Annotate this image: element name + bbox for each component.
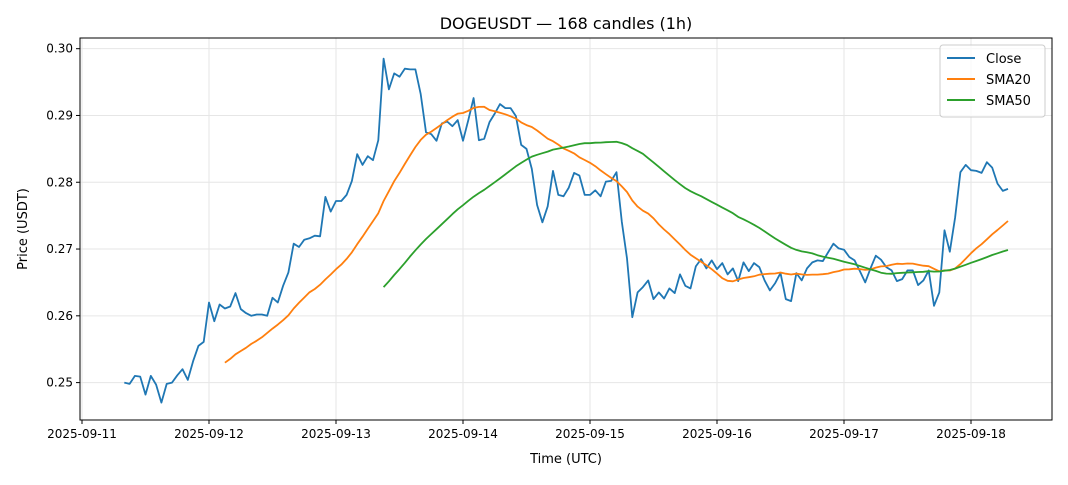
sma20-line [224,105,1009,364]
sma50-line [382,140,1009,288]
x-tick-label: 2025-09-18 [936,427,1006,441]
plot-frame [79,37,1053,421]
legend-label-sma20: SMA20 [986,73,1031,88]
y-tick-label: 0.25 [46,376,73,390]
x-tick-label: 2025-09-13 [301,427,371,441]
x-tick-label: 2025-09-16 [682,427,752,441]
series-lines [124,57,1009,404]
y-tick-label: 0.26 [46,309,73,323]
legend-label-sma50: SMA50 [986,94,1031,109]
y-tick-label: 0.27 [46,242,73,256]
legend-label-close: Close [986,52,1021,67]
x-tick-label: 2025-09-11 [47,427,117,441]
x-axis: 2025-09-11 2025-09-12 2025-09-13 2025-09-14… [47,420,1006,441]
y-tick-label: 0.30 [46,42,73,56]
x-tick-label: 2025-09-14 [428,427,498,441]
legend: Close SMA20 SMA50 [939,44,1046,118]
x-tick-label: 2025-09-12 [174,427,244,441]
y-tick-label: 0.28 [46,175,73,189]
y-axis-label: Price (USDT) [16,188,31,270]
chart-title: DOGEUSDT — 168 candles (1h) [440,14,693,33]
y-tick-label: 0.29 [46,108,73,122]
y-axis: 0.25 0.26 0.27 0.28 0.29 0.30 [46,42,80,390]
x-tick-label: 2025-09-17 [809,427,879,441]
grid [80,38,1052,420]
x-tick-label: 2025-09-15 [555,427,625,441]
x-axis-label: Time (UTC) [529,452,602,467]
close-line [124,57,1009,404]
